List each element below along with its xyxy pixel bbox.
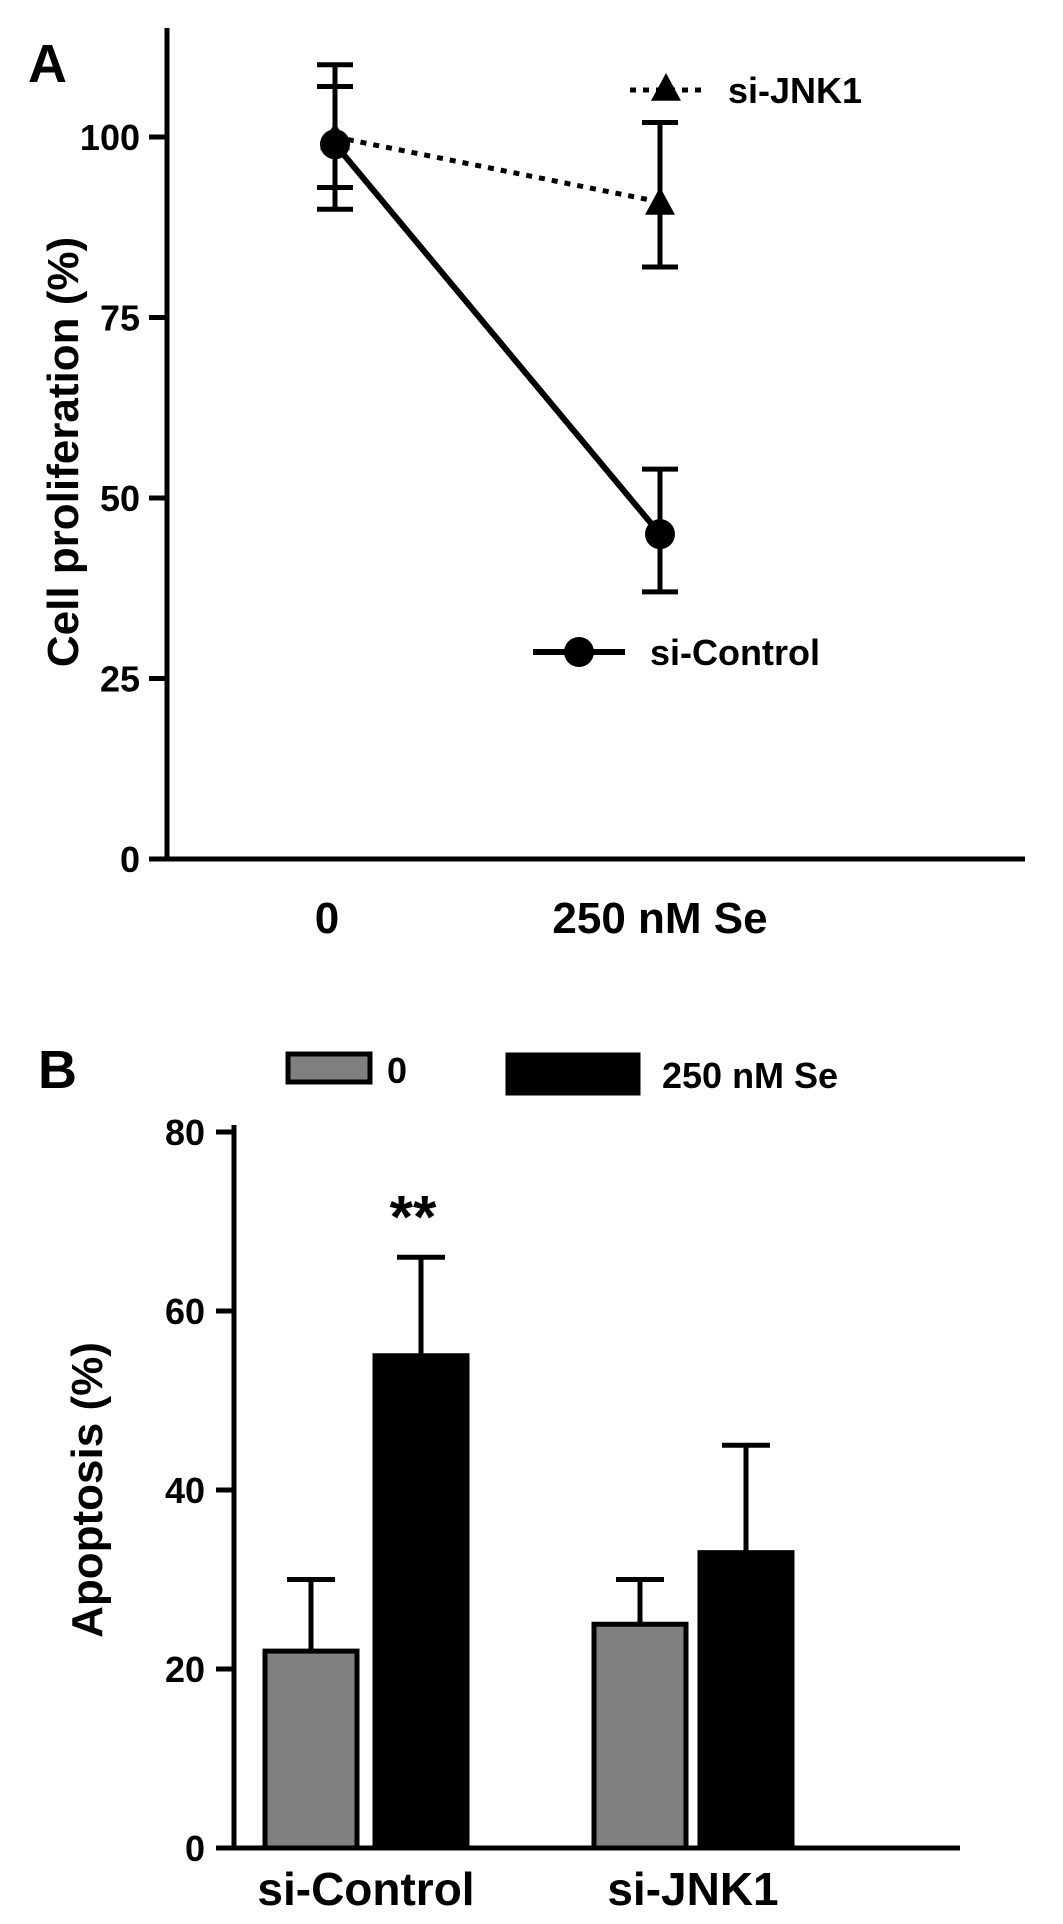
panel-a-y-axis-label: Cell proliferation (%) xyxy=(39,237,88,667)
panel-b-y-tick-label: 40 xyxy=(165,1470,205,1511)
legend-swatch-0 xyxy=(285,1051,373,1085)
series-line-si-jnk1 xyxy=(334,134,661,205)
panel-a-y-tick-label: 75 xyxy=(100,298,140,339)
series-line-si-control xyxy=(332,142,663,537)
legend-label-si-control: si-Control xyxy=(650,632,820,673)
panel-b-bar-chart: B Apoptosis (%) 0 20 40 60 80 si-Control si-J… xyxy=(38,1040,960,1915)
panel-a-y-tick-label: 0 xyxy=(120,839,140,880)
panel-b-y-tick-label: 20 xyxy=(165,1649,205,1690)
panel-a-y-tick-label: 50 xyxy=(100,478,140,519)
panel-a-x-tick-label: 0 xyxy=(315,894,339,943)
panel-a-y-tick-label: 100 xyxy=(80,117,140,158)
bar-0 xyxy=(262,1648,360,1851)
panel-a-x-tick-label: 250 nM Se xyxy=(552,894,767,943)
panel-b-label: B xyxy=(38,1040,77,1100)
legend-marker-triangle xyxy=(651,73,681,101)
panel-b-y-tick-label: 80 xyxy=(165,1112,205,1153)
legend-marker-circle xyxy=(564,637,594,667)
bar-250-nm-se xyxy=(372,1353,470,1851)
panel-a-label: A xyxy=(28,34,67,94)
panel-a-line-chart: A Cell proliferation (%) 0 25 50 75 100 0 250… xyxy=(28,28,1025,943)
panel-a-y-tick-label: 25 xyxy=(100,659,140,700)
panel-b-y-axis-label: Apoptosis (%) xyxy=(63,1342,112,1638)
panel-b-y-tick-label: 0 xyxy=(185,1828,205,1869)
panel-b-x-tick-label: si-Control xyxy=(257,1863,474,1915)
legend-label-250-nm-se: 250 nM Se xyxy=(662,1055,838,1096)
bar-0 xyxy=(591,1621,689,1851)
legend-label-0: 0 xyxy=(387,1050,407,1091)
data-point-triangle xyxy=(645,186,675,215)
bar-250-nm-se xyxy=(697,1550,795,1851)
panel-b-x-tick-label: si-JNK1 xyxy=(607,1863,778,1915)
data-point-circle xyxy=(320,129,350,160)
data-point-circle xyxy=(645,519,675,550)
significance-marker: ** xyxy=(390,1183,437,1250)
legend-swatch-250-nm-se xyxy=(505,1052,641,1096)
legend-label-si-jnk1: si-JNK1 xyxy=(728,70,862,111)
panel-b-y-tick-label: 60 xyxy=(165,1291,205,1332)
